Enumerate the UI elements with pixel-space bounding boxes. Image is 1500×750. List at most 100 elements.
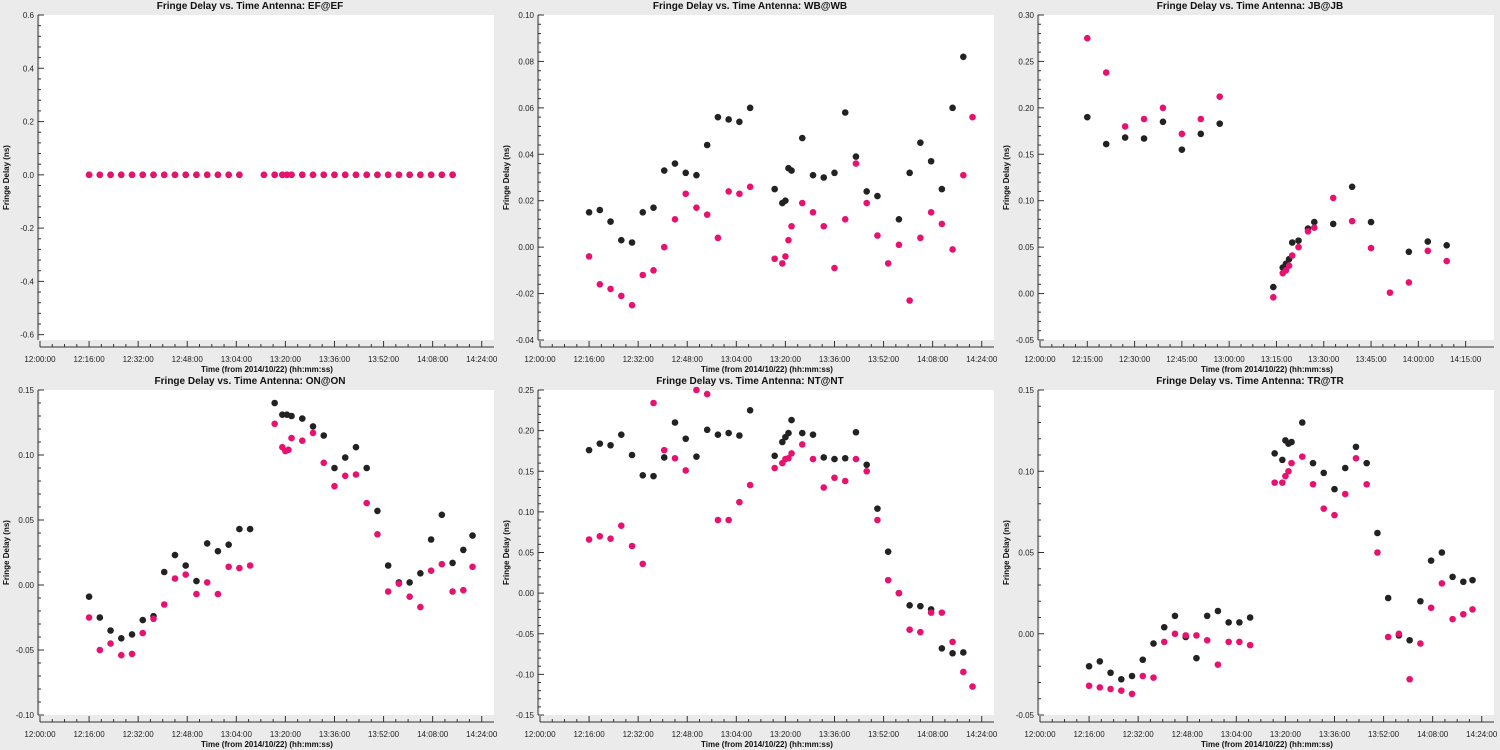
data-point-black <box>703 426 711 434</box>
data-point-black <box>1374 529 1381 537</box>
data-point-magenta <box>650 399 657 407</box>
data-point-magenta <box>736 498 743 506</box>
data-point-magenta <box>820 484 828 491</box>
data-point-magenta <box>1329 194 1337 202</box>
data-point-magenta <box>617 522 625 529</box>
y-tick-label: 0.00 <box>1018 290 1034 299</box>
data-point-magenta <box>279 171 286 179</box>
data-point-magenta <box>782 253 789 260</box>
fringe-delay-plot: Fringe Delay vs. Time Antenna: WB@WB -0.0… <box>500 0 1000 375</box>
data-point-black <box>1298 419 1306 426</box>
data-point-magenta <box>1352 454 1360 462</box>
data-point-magenta <box>1424 247 1432 255</box>
data-point-magenta <box>746 481 754 489</box>
data-point-magenta <box>960 171 967 179</box>
data-point-black <box>1160 623 1168 631</box>
data-point-magenta <box>1309 480 1317 488</box>
data-point-black <box>214 547 222 555</box>
data-point-black <box>1279 456 1286 464</box>
data-point-magenta <box>841 477 849 485</box>
data-point-black <box>949 649 956 657</box>
data-point-black <box>1083 113 1091 121</box>
data-point-magenta <box>288 171 295 179</box>
y-tick-label: 0.20 <box>1018 104 1034 113</box>
data-point-black <box>1085 662 1093 670</box>
x-tick-label: 12:16:00 <box>574 730 606 739</box>
y-tick-label: 0.4 <box>23 64 35 73</box>
x-tick-label: 13:52:00 <box>368 730 400 739</box>
y-tick-label: -0.05 <box>516 630 535 639</box>
data-point-magenta <box>260 171 268 179</box>
data-point-black <box>182 562 190 569</box>
y-tick-label: -0.10 <box>16 711 35 720</box>
data-point-black <box>660 167 668 174</box>
data-point-black <box>1460 578 1467 586</box>
x-tick-label: 13:20:00 <box>770 355 802 364</box>
data-point-magenta <box>831 264 838 272</box>
y-tick-label: 0.00 <box>518 243 534 252</box>
chart-title: Fringe Delay vs. Time Antenna: ON@ON <box>155 376 346 387</box>
data-point-magenta <box>607 285 614 293</box>
data-point-black <box>1236 619 1243 626</box>
data-point-magenta <box>352 171 360 179</box>
data-point-magenta <box>363 171 370 179</box>
data-point-magenta <box>938 609 946 616</box>
x-tick-label: 13:52:00 <box>868 730 900 739</box>
data-point-magenta <box>736 190 743 198</box>
data-point-magenta <box>895 589 903 597</box>
data-point-magenta <box>863 199 870 207</box>
x-tick-label: 13:52:00 <box>368 355 400 364</box>
data-point-magenta <box>384 588 392 595</box>
data-point-black <box>906 169 913 177</box>
data-point-black <box>585 209 593 216</box>
data-point-black <box>1417 597 1424 605</box>
x-tick-label: 14:24:00 <box>466 730 498 739</box>
data-point-black <box>938 645 946 652</box>
y-tick-label: 0.05 <box>1018 243 1034 252</box>
data-point-black <box>895 215 903 223</box>
data-point-black <box>917 602 924 610</box>
data-point-magenta <box>417 171 424 179</box>
data-point-magenta <box>639 560 647 568</box>
data-point-magenta <box>395 580 403 587</box>
data-point-magenta <box>117 651 125 659</box>
data-point-black <box>1214 607 1222 615</box>
x-tick-label: 12:32:00 <box>623 730 655 739</box>
data-point-black <box>779 438 786 446</box>
data-point-black <box>596 206 604 214</box>
data-point-black <box>171 551 179 559</box>
data-point-magenta <box>171 575 179 582</box>
data-point-magenta <box>874 516 881 524</box>
data-point-magenta <box>1331 511 1338 519</box>
data-point-magenta <box>427 171 435 179</box>
data-point-magenta <box>341 171 349 179</box>
data-point-magenta <box>1140 115 1148 123</box>
x-tick-label: 13:36:00 <box>1319 730 1351 739</box>
y-tick-label: -0.6 <box>20 331 34 340</box>
data-point-magenta <box>714 234 722 242</box>
data-point-black <box>384 562 392 569</box>
y-tick-label: 0.06 <box>518 104 534 113</box>
y-tick-label: 0.05 <box>1018 549 1034 558</box>
data-point-magenta <box>725 188 732 195</box>
data-point-magenta <box>331 171 338 179</box>
data-point-black <box>788 167 795 174</box>
x-tick-label: 13:20:00 <box>1270 730 1302 739</box>
data-point-magenta <box>96 171 104 179</box>
data-point-black <box>1341 464 1349 472</box>
data-point-black <box>809 171 817 179</box>
data-point-magenta <box>798 199 806 207</box>
data-point-black <box>863 188 870 195</box>
y-tick-label: -0.2 <box>20 224 34 233</box>
chart-title: Fringe Delay vs. Time Antenna: TR@TR <box>1156 376 1344 387</box>
data-point-black <box>417 570 424 577</box>
data-point-black <box>341 454 349 461</box>
chart-title: Fringe Delay vs. Time Antenna: WB@WB <box>653 1 847 12</box>
data-point-black <box>298 415 306 422</box>
data-point-black <box>617 236 625 244</box>
fringe-delay-plot: Fringe Delay vs. Time Antenna: JB@JB -0.0… <box>1000 0 1500 375</box>
data-point-magenta <box>1193 632 1200 639</box>
y-tick-label: 0.02 <box>518 197 534 206</box>
data-point-magenta <box>107 171 114 179</box>
data-point-black <box>1406 636 1413 644</box>
